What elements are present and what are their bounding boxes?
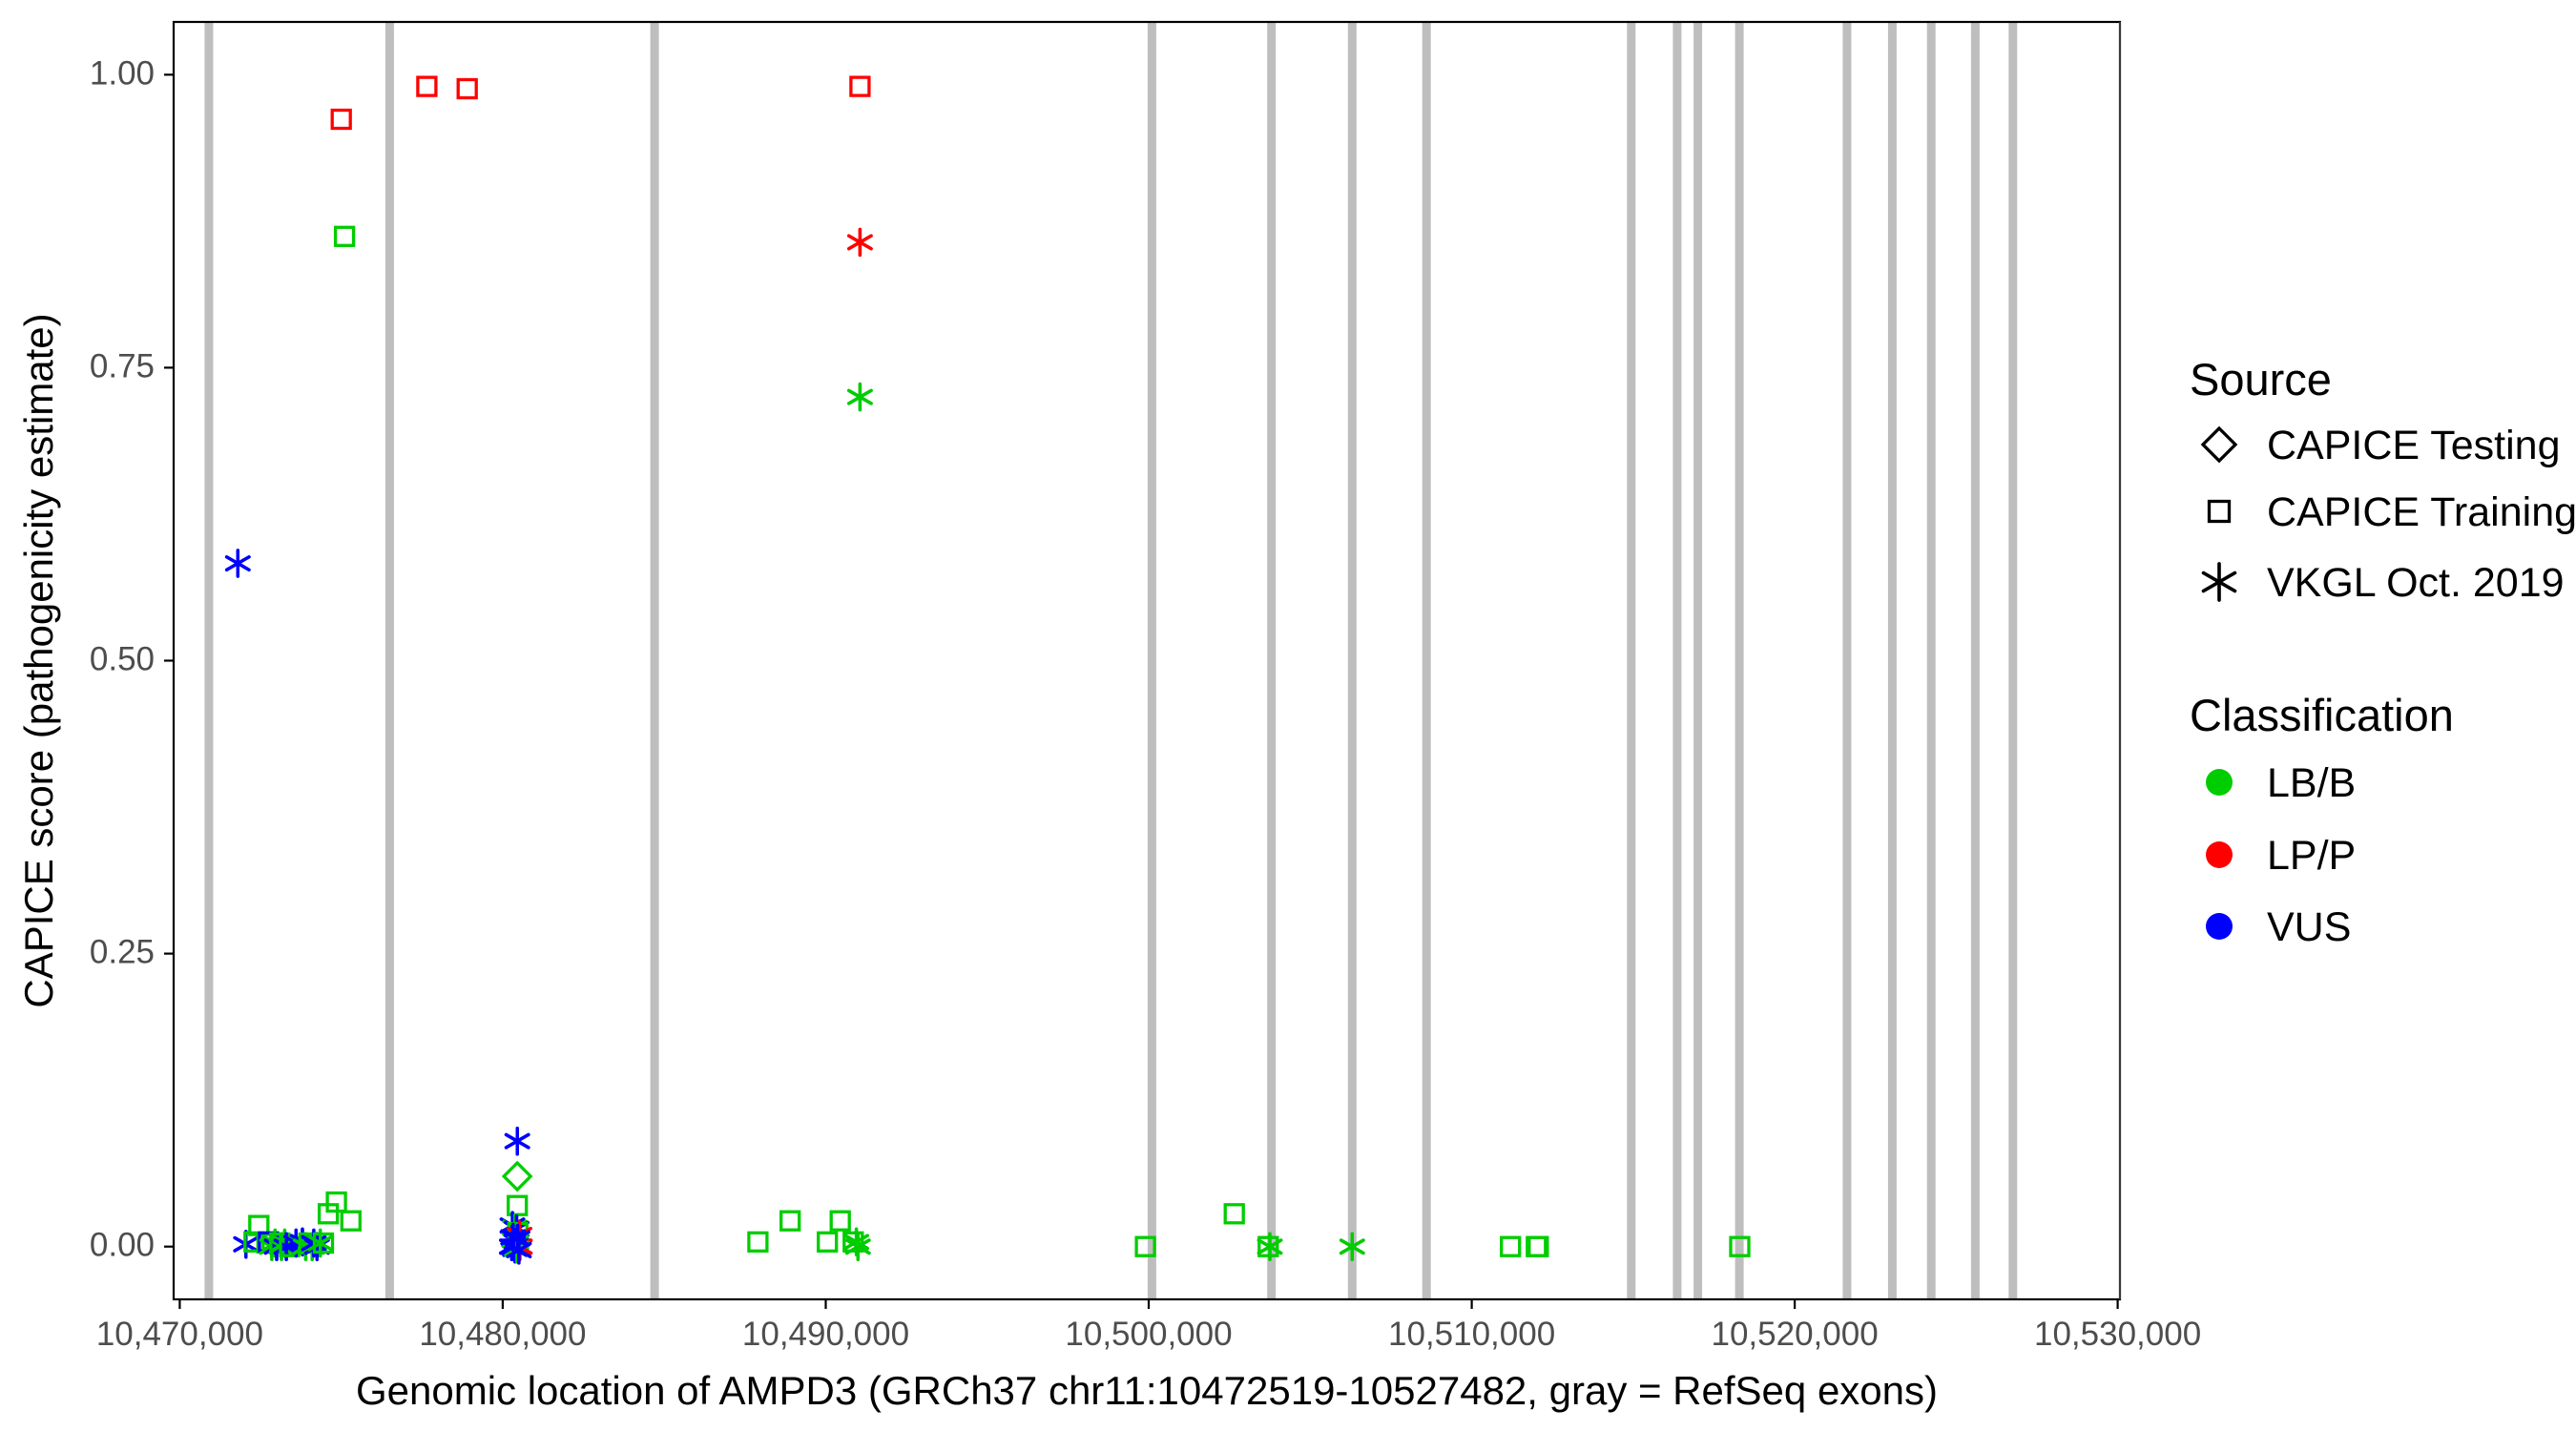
svg-text:0.50: 0.50 bbox=[90, 641, 155, 678]
svg-text:1.00: 1.00 bbox=[90, 54, 155, 92]
svg-text:0.75: 0.75 bbox=[90, 347, 155, 384]
svg-text:10,510,000: 10,510,000 bbox=[1388, 1316, 1555, 1353]
svg-text:10,500,000: 10,500,000 bbox=[1065, 1316, 1232, 1353]
svg-text:VKGL Oct. 2019: VKGL Oct. 2019 bbox=[2267, 560, 2565, 606]
svg-text:Source: Source bbox=[2190, 354, 2332, 404]
svg-text:0.00: 0.00 bbox=[90, 1227, 155, 1264]
svg-text:Classification: Classification bbox=[2190, 690, 2454, 740]
svg-text:Genomic location of AMPD3 (GRC: Genomic location of AMPD3 (GRCh37 chr11:… bbox=[356, 1368, 1938, 1413]
svg-text:10,480,000: 10,480,000 bbox=[419, 1316, 586, 1353]
svg-text:0.25: 0.25 bbox=[90, 934, 155, 971]
svg-text:CAPICE score (pathogenicity es: CAPICE score (pathogenicity estimate) bbox=[16, 313, 61, 1007]
svg-text:CAPICE Testing: CAPICE Testing bbox=[2267, 423, 2561, 468]
svg-text:LP/P: LP/P bbox=[2267, 833, 2356, 879]
svg-text:CAPICE Training: CAPICE Training bbox=[2267, 489, 2576, 535]
svg-text:10,530,000: 10,530,000 bbox=[2034, 1316, 2201, 1353]
svg-text:VUS: VUS bbox=[2267, 904, 2351, 950]
svg-text:LB/B: LB/B bbox=[2267, 760, 2356, 806]
svg-text:10,520,000: 10,520,000 bbox=[1712, 1316, 1879, 1353]
svg-text:10,490,000: 10,490,000 bbox=[742, 1316, 909, 1353]
svg-text:10,470,000: 10,470,000 bbox=[96, 1316, 263, 1353]
